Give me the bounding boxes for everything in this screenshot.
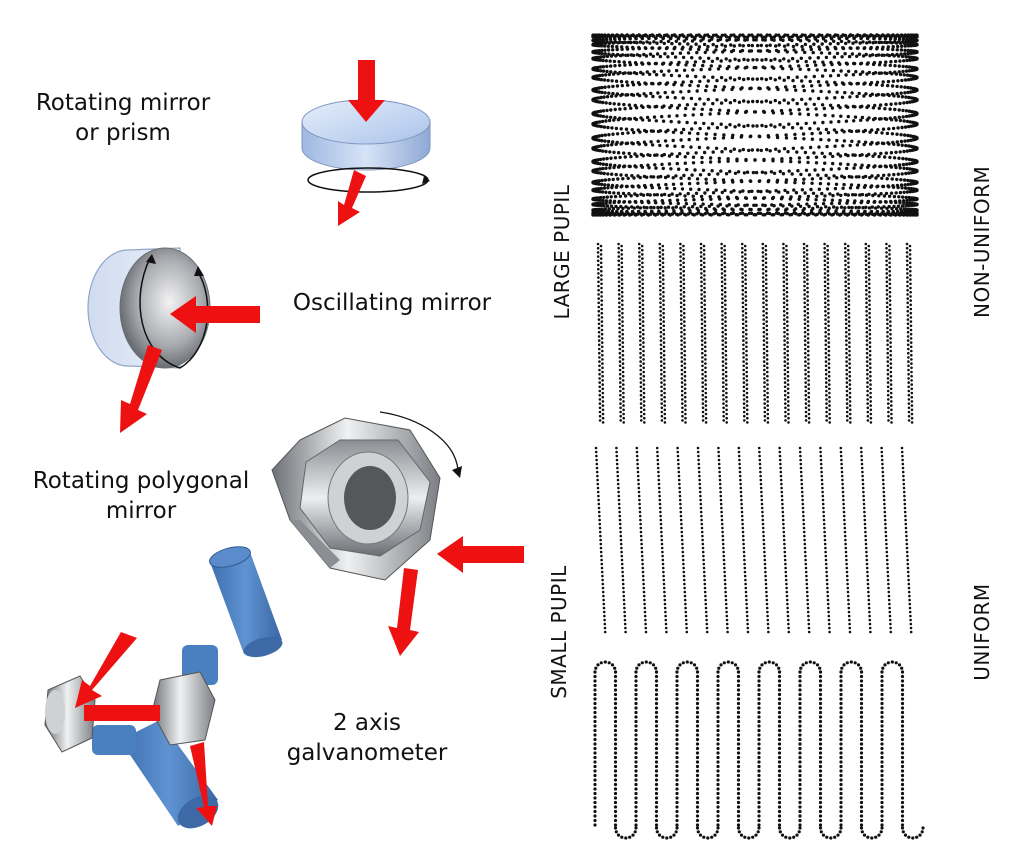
large-pupil-label: LARGE PUPIL	[550, 184, 574, 320]
galvanometer-label: 2 axis galvanometer	[286, 710, 448, 766]
laser-beam-arrow	[75, 632, 137, 708]
laser-beam-arrow	[348, 60, 385, 122]
polygonal-mirror-label: Rotating polygonal mirror	[32, 468, 250, 524]
scan-patterns	[591, 33, 925, 840]
non-uniform-label: NON-UNIFORM	[970, 165, 994, 318]
small-pupil-label: SMALL PUPIL	[547, 565, 571, 699]
galvo-mirror	[44, 671, 216, 753]
laser-beam-arrow	[170, 296, 260, 333]
laser-beam-arrow	[84, 705, 160, 721]
laser-beam-arrow	[437, 536, 524, 573]
rotation-arrow	[307, 167, 430, 193]
oscillating-mirror-label: Oscillating mirror	[292, 290, 492, 316]
uniform-label: UNIFORM	[970, 583, 994, 681]
laser-beam-arrow	[120, 345, 162, 433]
laser-beam-arrow	[338, 170, 366, 226]
polygon-mirror	[271, 417, 441, 581]
rotation-arrow	[379, 411, 462, 478]
laser-beam-arrow	[190, 742, 217, 826]
laser-beam-arrow	[388, 568, 419, 656]
rotating-mirror-label: Rotating mirror or prism	[35, 90, 211, 146]
oscillating-mirror-cylinder	[87, 247, 211, 369]
